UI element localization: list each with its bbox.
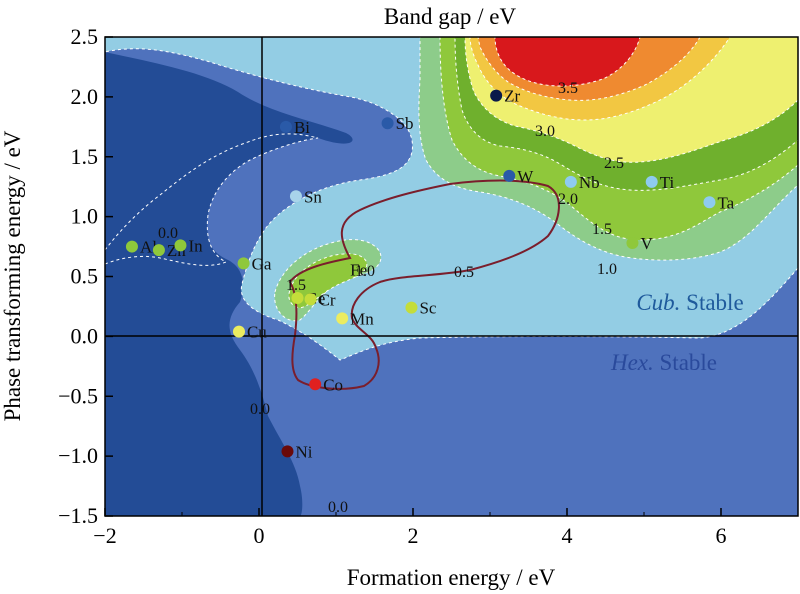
contour-label: 3.0 bbox=[535, 123, 555, 140]
point-ni bbox=[281, 445, 294, 458]
y-tick-label: −1.5 bbox=[58, 503, 98, 528]
point-v bbox=[626, 236, 639, 249]
point-label-ni: Ni bbox=[295, 442, 312, 461]
point-sb bbox=[381, 117, 394, 130]
x-tick-label: 4 bbox=[562, 523, 573, 548]
contour-label: 2.5 bbox=[604, 155, 624, 172]
point-label-al: Al bbox=[140, 238, 157, 257]
contour-label: 0.0 bbox=[328, 499, 348, 516]
cub-stable-label: Cub. Stable bbox=[636, 290, 743, 315]
contour-label: 1.0 bbox=[355, 263, 375, 280]
point-sc bbox=[405, 301, 418, 314]
contour-band-0-dark-left bbox=[105, 52, 353, 516]
point-label-ta: Ta bbox=[717, 193, 734, 212]
point-label-co: Co bbox=[323, 375, 343, 394]
x-tick-label: 0 bbox=[254, 523, 265, 548]
x-tick-label: 6 bbox=[716, 523, 727, 548]
chart-title: Band gap / eV bbox=[384, 4, 517, 29]
hex-stable-label: Hex. Stable bbox=[610, 350, 717, 375]
point-cu bbox=[232, 325, 245, 338]
y-axis-label: Phase transforming energy / eV bbox=[0, 130, 25, 421]
contour-band-0-dark-inner bbox=[105, 133, 319, 266]
point-ti bbox=[645, 175, 658, 188]
point-label-cr: Cr bbox=[319, 290, 336, 309]
y-tick-label: 2.0 bbox=[71, 84, 99, 109]
contour-label: 0.5 bbox=[454, 264, 474, 281]
y-tick-label: −0.5 bbox=[58, 383, 98, 408]
contour-labels: 0.0 0.0 0.0 0.5 1.0 1.0 1.5 1.5 2.0 2.5 … bbox=[158, 80, 624, 516]
point-al bbox=[125, 240, 138, 253]
point-label-cu: Cu bbox=[247, 323, 267, 342]
x-axis-label: Formation energy / eV bbox=[347, 565, 556, 590]
point-zr bbox=[490, 89, 503, 102]
point-label-in: In bbox=[188, 236, 203, 255]
contour-label: 0.0 bbox=[250, 401, 270, 418]
point-label-v: V bbox=[640, 234, 653, 253]
point-ge bbox=[291, 292, 304, 305]
contour-label: 1.0 bbox=[597, 261, 617, 278]
point-label-ga: Ga bbox=[252, 254, 272, 273]
point-mn bbox=[336, 312, 349, 325]
stability-boundary bbox=[288, 179, 560, 390]
axes: −2 0 2 4 6 2.5 2.0 1.5 1.0 0.5 0.0 −0.5 −1.0 −1.5 bbox=[58, 24, 799, 548]
contour-label: 1.5 bbox=[592, 221, 612, 238]
x-axis-ticks: −2 0 2 4 6 bbox=[93, 508, 799, 548]
point-w bbox=[503, 169, 516, 182]
point-ga bbox=[237, 257, 250, 270]
point-cr bbox=[304, 293, 317, 306]
point-label-sc: Sc bbox=[419, 299, 436, 318]
stability-boundary-curve bbox=[288, 179, 560, 390]
point-label-nb: Nb bbox=[579, 173, 600, 192]
point-in bbox=[174, 239, 187, 252]
element-points: ZrBiSbSnWNbTiTaVAlZnInGaFeGeCrScMnCuCoNi bbox=[125, 87, 735, 461]
region-labels: Cub. Stable Hex. Stable bbox=[610, 290, 744, 375]
x-tick-label: 2 bbox=[408, 523, 419, 548]
point-ta bbox=[703, 196, 716, 209]
point-label-zr: Zr bbox=[504, 87, 520, 106]
point-bi bbox=[279, 120, 292, 133]
contour-label: 1.5 bbox=[286, 277, 306, 294]
point-sn bbox=[289, 190, 302, 203]
point-co bbox=[309, 378, 322, 391]
point-label-fe: Fe bbox=[350, 260, 367, 279]
contour-field bbox=[105, 37, 798, 516]
point-label-mn: Mn bbox=[350, 309, 374, 328]
point-label-bi: Bi bbox=[294, 118, 310, 137]
point-zn bbox=[152, 244, 165, 257]
contour-label: 0.0 bbox=[158, 225, 178, 242]
point-label-ti: Ti bbox=[660, 173, 675, 192]
y-tick-label: 0.0 bbox=[71, 323, 99, 348]
point-label-sn: Sn bbox=[304, 187, 322, 206]
y-tick-label: 2.5 bbox=[71, 24, 99, 49]
contour-label: 2.0 bbox=[558, 191, 578, 208]
point-fe bbox=[336, 263, 349, 276]
y-axis-ticks: 2.5 2.0 1.5 1.0 0.5 0.0 −0.5 −1.0 −1.5 bbox=[58, 24, 113, 528]
y-tick-label: 0.5 bbox=[71, 264, 99, 289]
y-tick-label: 1.0 bbox=[71, 204, 99, 229]
x-tick-label: −2 bbox=[93, 523, 116, 548]
point-label-w: W bbox=[517, 167, 534, 186]
y-tick-label: −1.0 bbox=[58, 443, 98, 468]
contour-band-4-0 bbox=[494, 37, 641, 87]
contour-label: 3.5 bbox=[558, 80, 578, 97]
point-nb bbox=[564, 175, 577, 188]
y-tick-label: 1.5 bbox=[71, 144, 99, 169]
point-label-sb: Sb bbox=[396, 114, 414, 133]
